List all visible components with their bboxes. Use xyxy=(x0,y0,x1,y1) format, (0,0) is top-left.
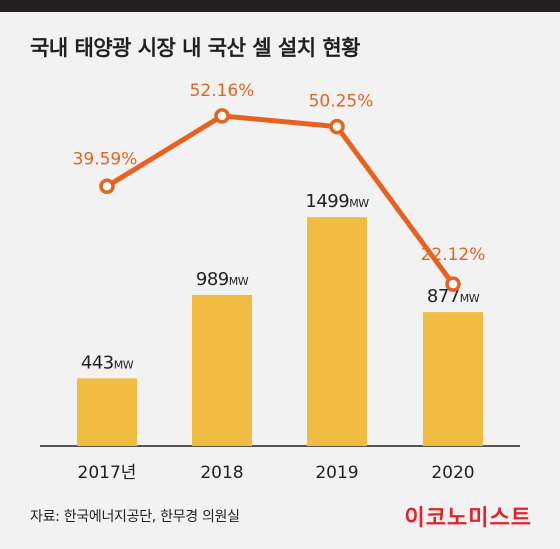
bar-2017년 xyxy=(77,378,137,446)
x-tick-label: 2019 xyxy=(315,463,358,483)
line-value-label: 39.59% xyxy=(73,149,138,169)
line-point xyxy=(329,118,345,135)
bar-2018 xyxy=(192,295,252,446)
line-value-label: 22.12% xyxy=(421,245,486,265)
chart-title: 국내 태양광 시장 내 국산 셀 설치 현황 xyxy=(30,36,360,60)
line-point xyxy=(445,276,461,292)
source-note: 자료: 한국에너지공단, 한무경 의원실 xyxy=(30,509,240,525)
bar-value-label: 989MW xyxy=(196,269,249,290)
bar-value-label: 443MW xyxy=(81,352,134,373)
x-tick-label: 2018 xyxy=(200,463,243,483)
line-value-label: 52.16% xyxy=(190,81,255,101)
share-line xyxy=(105,113,456,286)
bar-2020 xyxy=(423,312,483,446)
line-point xyxy=(99,178,115,195)
line-point xyxy=(214,108,230,124)
x-tick-label: 2020 xyxy=(431,463,474,483)
bar-value-label: 1499MW xyxy=(305,191,369,212)
line-value-label: 50.25% xyxy=(309,92,374,112)
brand-logo: 이코노미스트 xyxy=(404,506,532,531)
bar-2019 xyxy=(307,217,367,446)
x-tick-label: 2017년 xyxy=(78,463,137,483)
top-bar xyxy=(0,0,560,12)
